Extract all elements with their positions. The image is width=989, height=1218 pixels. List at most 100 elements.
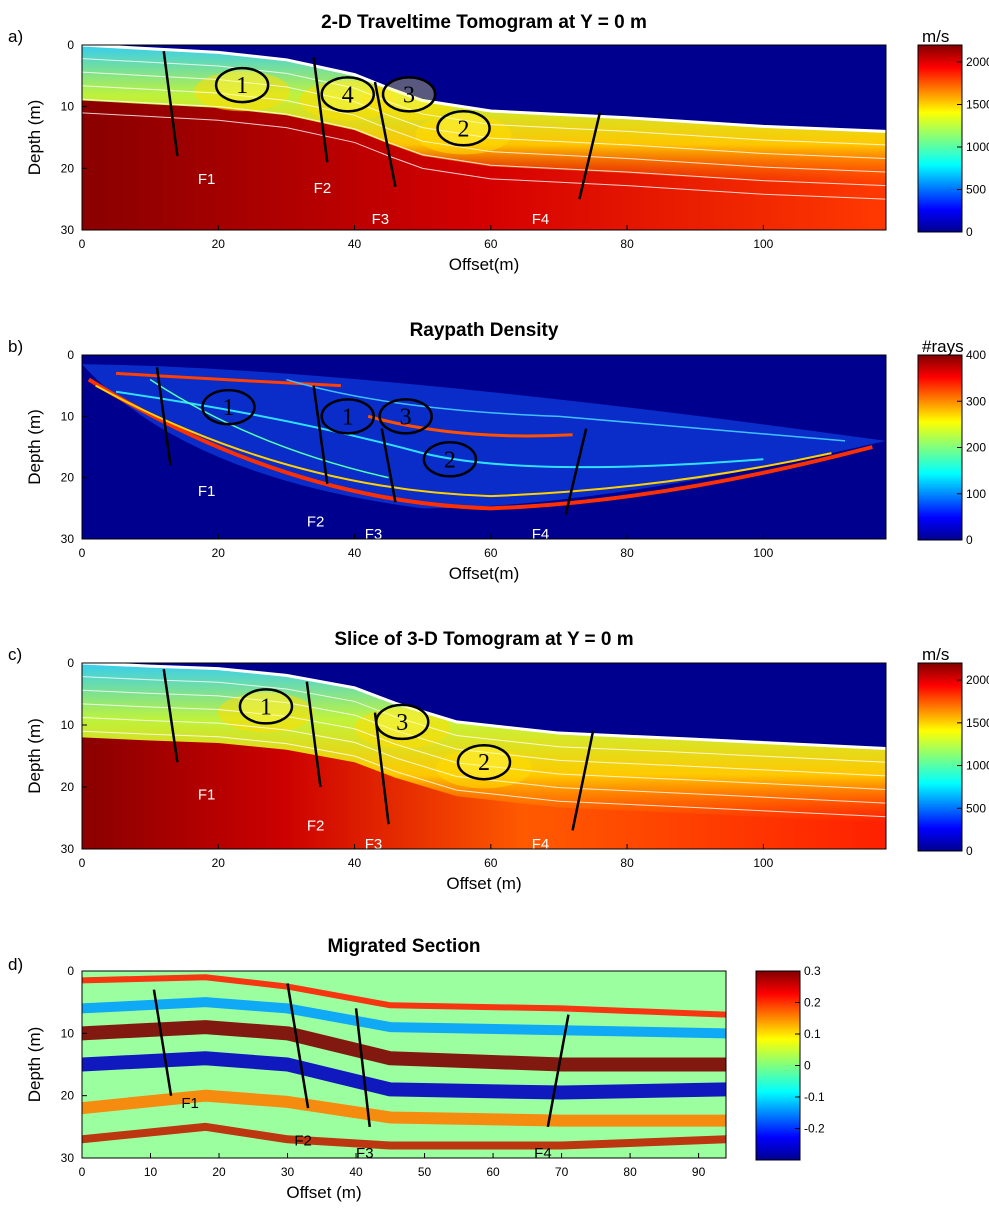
colorbar-scale: [917, 44, 963, 233]
y-tick-label: 0: [67, 964, 74, 978]
panel-label: c): [8, 645, 22, 664]
zone-label: 1: [222, 395, 234, 421]
y-axis-label: Depth (m): [25, 718, 44, 794]
contour-line: [82, 58, 886, 146]
fault-label-f2: F2: [314, 180, 332, 197]
x-tick-label: 100: [753, 546, 773, 560]
x-tick-label: 40: [349, 1165, 363, 1179]
colorbar-tick-label: 400: [966, 348, 986, 362]
plot-frame: [81, 354, 887, 540]
colorbar-tick-label: 300: [966, 394, 986, 408]
x-tick-label: 0: [79, 856, 86, 870]
zone-label: 4: [342, 82, 354, 108]
plot-area: [82, 971, 726, 1158]
raypath: [149, 378, 389, 479]
y-axis-label: Depth (m): [25, 409, 44, 485]
zone-label: 1: [342, 404, 354, 430]
x-tick-label: 40: [348, 237, 362, 251]
zone-marker: [456, 743, 512, 781]
panel-title: 2-D Traveltime Tomogram at Y = 0 m: [321, 12, 647, 33]
x-tick-label: 80: [623, 1165, 637, 1179]
fault-label-f3: F3: [372, 211, 390, 228]
panel-title: Slice of 3-D Tomogram at Y = 0 m: [334, 629, 633, 650]
y-tick-label: 30: [61, 842, 75, 856]
x-tick-label: 0: [79, 1165, 86, 1179]
zone-label: 2: [458, 116, 470, 142]
panel-label: a): [8, 27, 23, 46]
fault-line-f3: [373, 712, 390, 825]
ground-surface: [82, 663, 886, 751]
colorbar-tick-label: 500: [966, 801, 986, 815]
fault-line-f4: [578, 112, 602, 200]
colorbar-scale: [917, 354, 963, 541]
x-axis-label: Offset (m): [446, 874, 521, 893]
raypath: [95, 384, 832, 498]
zone-label: 2: [478, 750, 490, 776]
contour-line: [82, 85, 886, 173]
fault-label-f3: F3: [365, 836, 383, 853]
colorbar-tick-label: 0: [804, 1059, 811, 1073]
y-axis-label: Depth (m): [25, 1027, 44, 1103]
air-region: [82, 45, 886, 132]
contour-line: [82, 676, 886, 763]
raypath: [87, 377, 873, 511]
fault-line-f4: [564, 428, 588, 515]
contour-line: [82, 71, 886, 159]
x-tick-label: 100: [753, 856, 773, 870]
zone-marker: [320, 76, 375, 113]
fault-label-f2: F2: [307, 817, 325, 834]
raypath: [367, 414, 573, 438]
zone-marker: [374, 703, 430, 741]
y-tick-label: 10: [61, 718, 75, 732]
y-tick-label: 30: [61, 1151, 75, 1165]
fault-label-f3: F3: [365, 526, 383, 543]
x-tick-label: 100: [753, 237, 773, 251]
plot-frame: [81, 662, 887, 850]
zone-label: 2: [444, 447, 456, 473]
fault-label-f1: F1: [198, 786, 216, 803]
x-tick-label: 40: [348, 856, 362, 870]
x-tick-label: 60: [486, 1165, 500, 1179]
plot-frame: [81, 44, 887, 231]
x-tick-label: 90: [692, 1165, 706, 1179]
raypath: [286, 378, 846, 442]
zone-marker: [381, 76, 437, 113]
reflector: [82, 974, 726, 1018]
x-tick-label: 20: [212, 1165, 226, 1179]
colorbar: -0.2 -0.1 0 0.1 0.2 0.3: [755, 964, 825, 1161]
fault-line-f1: [162, 669, 179, 763]
fault-line-f3: [373, 81, 397, 188]
x-tick-label: 70: [555, 1165, 569, 1179]
x-tick-label: 80: [620, 546, 634, 560]
contour-line: [82, 717, 886, 804]
fault-label-f2: F2: [294, 1133, 312, 1150]
fault-line-f2: [312, 385, 329, 484]
x-tick-label: 40: [348, 546, 362, 560]
x-tick-label: 20: [212, 237, 226, 251]
x-axis-label: Offset(m): [449, 564, 520, 583]
plot-area: [82, 355, 886, 539]
panel-title: Migrated Section: [327, 936, 480, 957]
x-tick-label: 60: [484, 546, 498, 560]
zone-marker: [320, 398, 375, 435]
colorbar-unit: m/s: [922, 27, 949, 46]
x-tick-label: 80: [620, 237, 634, 251]
fault-label-f4: F4: [532, 526, 550, 543]
velocity-anomaly: [436, 748, 532, 789]
fault-label-f2: F2: [307, 514, 325, 531]
fault-line-f4: [571, 730, 595, 831]
zone-marker: [214, 66, 270, 104]
fault-line-f2: [312, 57, 329, 163]
y-tick-label: 10: [61, 409, 75, 423]
zone-marker: [436, 110, 491, 147]
zone-marker: [422, 441, 478, 478]
contour-line: [82, 703, 886, 790]
fault-line-f1: [162, 51, 179, 157]
fault-label-f4: F4: [532, 836, 550, 853]
colorbar-tick-label: 1500: [966, 716, 989, 730]
